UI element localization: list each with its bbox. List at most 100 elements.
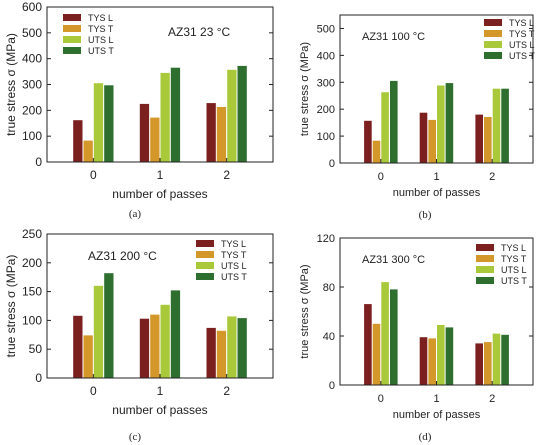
bar-uts-l-pass-1 [437,85,445,163]
bar-tys-l-pass-0 [364,120,372,163]
bar-tys-l-pass-1 [419,112,428,163]
x-tick-label: 1 [433,171,439,183]
bar-tys-l-pass-2 [206,103,216,162]
bar-uts-t-pass-1 [445,83,454,163]
chart-panel-b: 0 100 200 300 400 500 0 1 2 number of passes true … [299,14,535,199]
y-axis-label: true stress σ (MPa) [4,33,18,136]
x-tick-label: 1 [157,384,164,398]
bar-tys-t-pass-0 [372,140,381,163]
bar-uts-t-pass-1 [170,290,181,378]
panel-label-d: (d) [419,431,432,443]
panel-label-c: (c) [129,431,142,443]
y-tick-label: 500 [317,23,335,35]
y-tick-label: 0 [35,371,42,385]
legend-label: TYS T [501,254,527,264]
bar-tys-t-pass-1 [150,117,160,162]
x-tick-label: 2 [223,384,230,398]
bar-uts-l-pass-0 [381,92,389,163]
bar-tys-t-pass-0 [372,323,381,386]
legend-label: UTS L [509,40,535,50]
bar-tys-l-pass-0 [73,120,83,162]
panel-label-b: (b) [419,209,432,221]
legend-swatch [476,255,494,262]
bar-uts-l-pass-1 [160,304,170,378]
chart-panel-a: 0 100 200 300 400 500 600 0 1 2 number of passes tr… [4,0,274,201]
y-tick-label: 120 [317,233,335,245]
legend-swatch [196,251,214,258]
bar-tys-t-pass-1 [428,338,436,385]
bar-tys-l-pass-1 [419,337,428,385]
x-tick-label: 0 [378,171,384,183]
bar-tys-l-pass-1 [139,318,150,378]
y-tick-label: 500 [22,26,42,40]
legend-label: TYS L [221,239,246,249]
legend-swatch [63,25,81,32]
y-tick-label: 0 [329,158,335,170]
legend-swatch [63,14,81,21]
bar-uts-l-pass-1 [160,72,170,162]
y-tick-label: 400 [317,50,335,62]
bar-tys-l-pass-2 [206,327,216,378]
y-tick-label: 200 [22,103,42,117]
bar-tys-l-pass-0 [73,315,83,378]
bar-tys-l-pass-2 [475,114,483,163]
y-tick-label: 100 [317,131,335,143]
chart-annotation: AZ31 100 °C [362,31,425,43]
x-axis-label: number of passes [112,403,207,417]
y-tick-label: 300 [317,77,335,89]
bar-tys-l-pass-2 [475,343,483,385]
legend-swatch [476,277,494,284]
y-tick-label: 80 [323,282,335,294]
y-tick-label: 100 [22,129,42,143]
bar-uts-l-pass-0 [381,282,389,385]
y-axis-label: true stress σ (MPa) [4,255,18,358]
chart-panel-d: 0 40 80 120 0 1 2 number of passes true stress σ… [299,233,534,421]
y-axis-label: true stress σ (MPa) [299,264,311,358]
bar-tys-t-pass-1 [428,119,436,163]
bar-tys-l-pass-1 [139,103,150,162]
bar-tys-l-pass-0 [364,304,372,385]
legend-label: UTS T [509,51,535,61]
bar-uts-t-pass-1 [445,327,454,385]
y-tick-label: 40 [323,331,335,343]
y-tick-label: 0 [35,155,42,169]
legend-swatch [63,36,81,43]
legend-label: UTS L [501,265,527,275]
bar-uts-l-pass-1 [437,325,445,385]
bar-uts-t-pass-0 [104,273,114,378]
bar-uts-t-pass-2 [501,334,509,385]
chart-annotation: AZ31 23 °C [168,25,230,39]
x-tick-label: 0 [90,384,97,398]
legend-label: TYS L [88,13,113,23]
legend-swatch [196,262,214,269]
legend-swatch [196,240,214,247]
bar-tys-t-pass-2 [484,117,492,163]
y-axis-label: true stress σ (MPa) [299,42,311,136]
legend-label: UTS T [501,276,527,286]
x-tick-label: 2 [223,168,230,182]
y-tick-label: 250 [22,227,42,241]
legend-label: TYS T [221,250,247,260]
bar-uts-l-pass-2 [492,88,501,163]
chart-annotation: AZ31 300 °C [362,254,425,266]
bar-uts-l-pass-0 [93,83,104,162]
legend-swatch [196,273,214,280]
chart-panel-c: 0 50 100 150 200 250 0 1 2 number of passes true s… [4,227,274,417]
legend-swatch [63,47,81,54]
legend-swatch [476,266,494,273]
legend-swatch [484,19,502,26]
y-tick-label: 150 [22,285,42,299]
legend-swatch [476,244,494,251]
y-tick-label: 50 [29,342,43,356]
y-tick-label: 200 [317,104,335,116]
y-tick-label: 300 [22,78,42,92]
bar-tys-t-pass-0 [83,140,93,162]
legend-label: UTS T [88,46,114,56]
x-tick-label: 1 [433,393,439,405]
bar-tys-t-pass-0 [83,335,93,378]
x-tick-label: 0 [378,393,384,405]
legend-label: TYS L [501,243,526,253]
legend-label: TYS T [88,24,114,34]
legend-label: UTS L [88,35,114,45]
